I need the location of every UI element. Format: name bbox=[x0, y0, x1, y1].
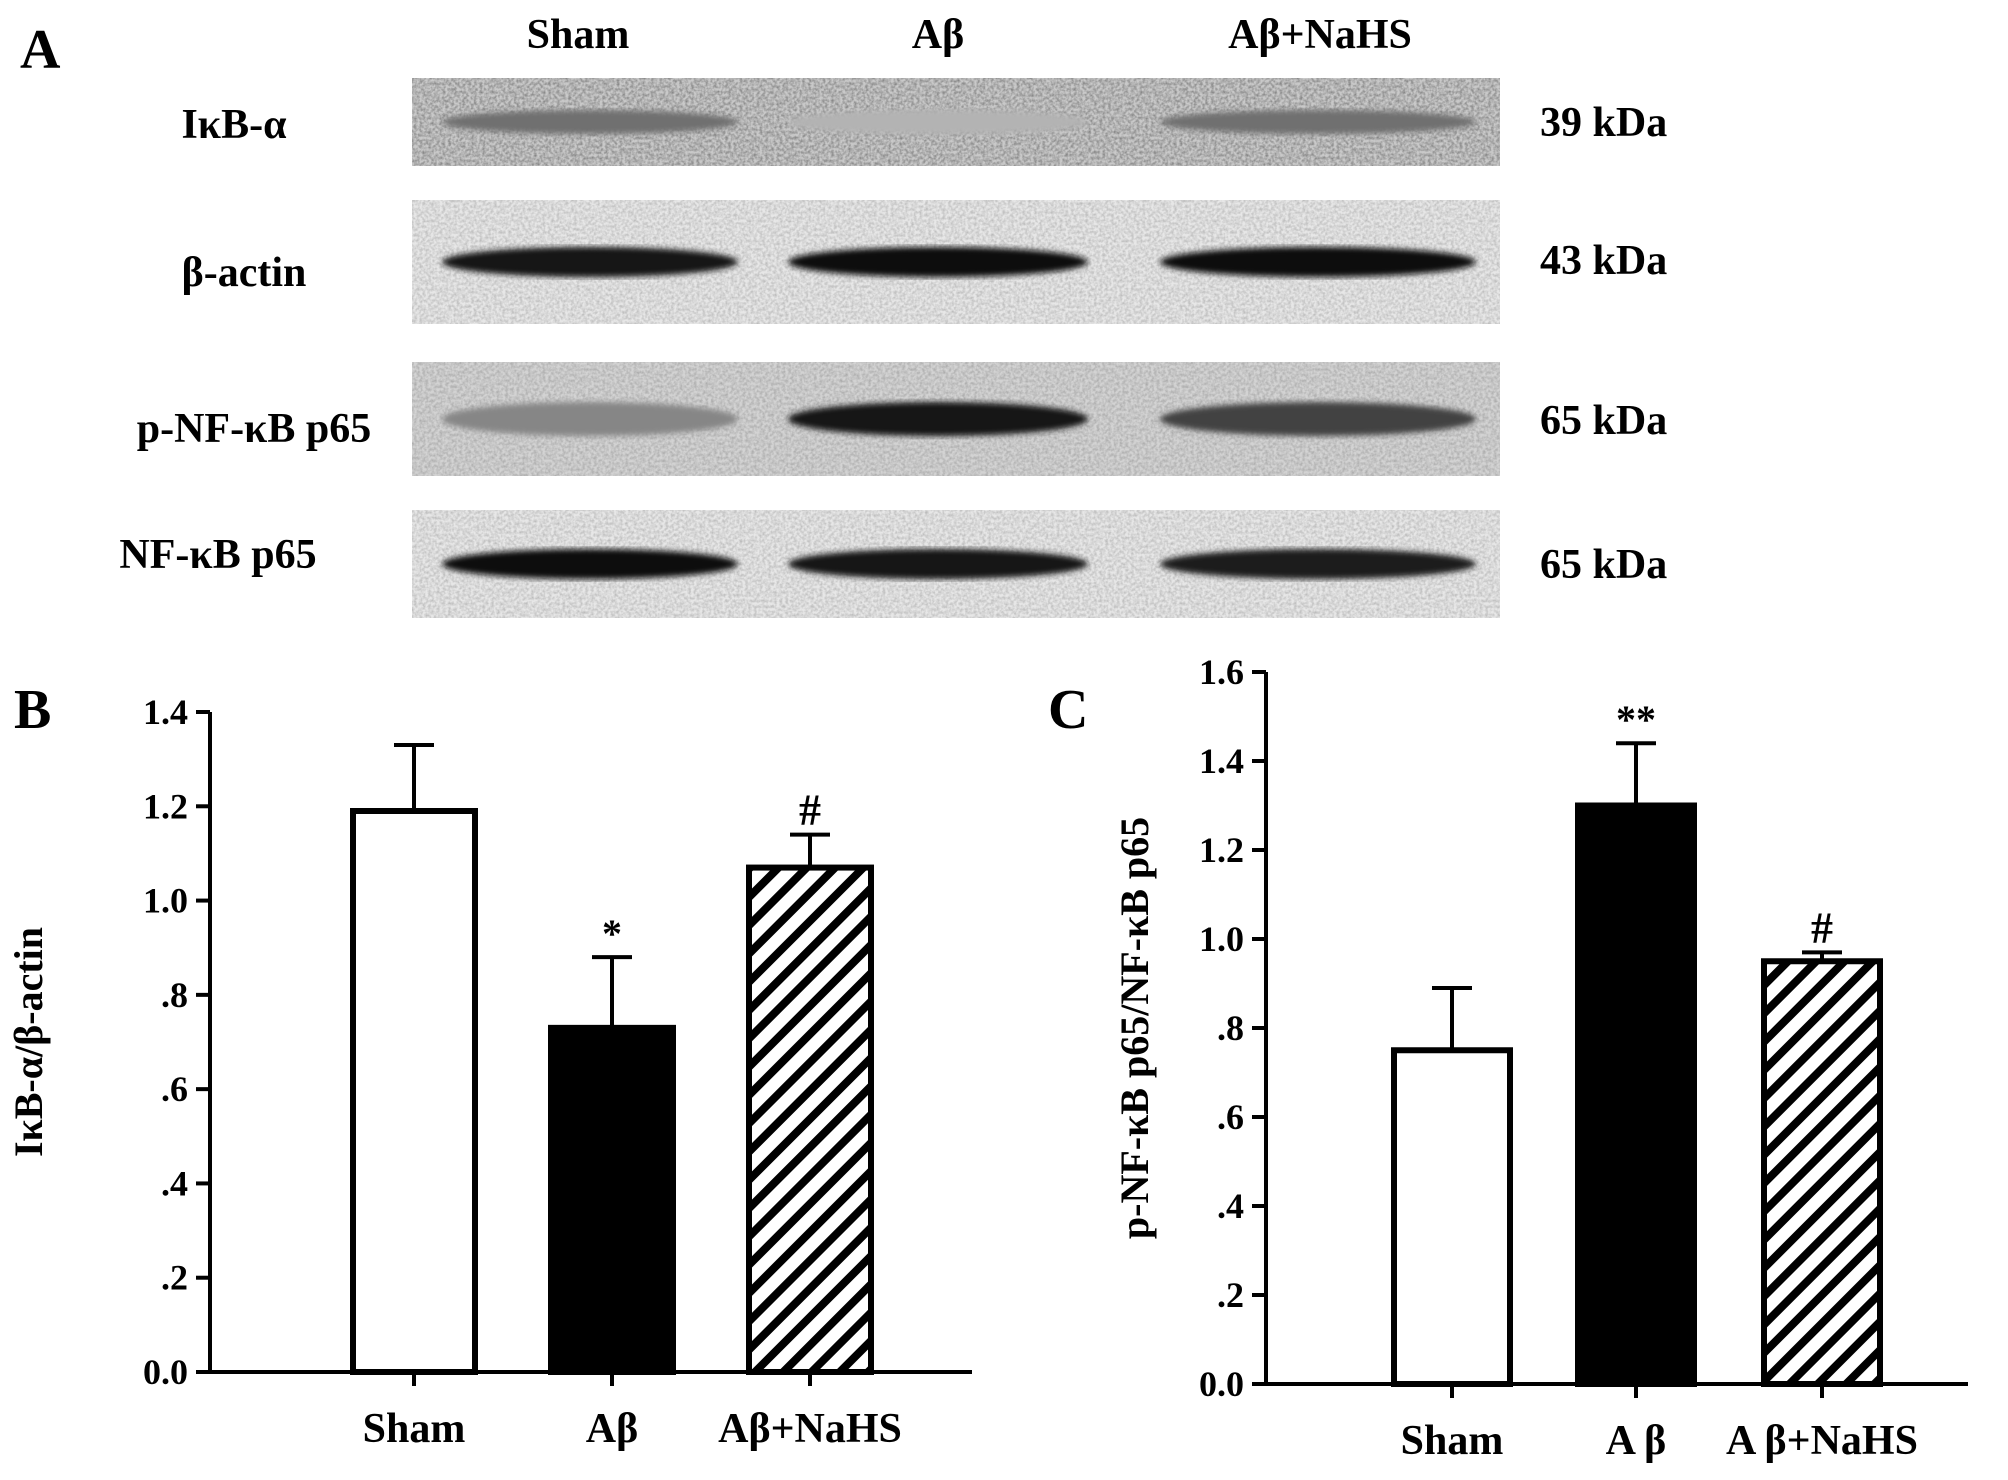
blot-mw-label: 65 kDa bbox=[1540, 398, 1667, 444]
x-tick-label: Sham bbox=[363, 1406, 466, 1452]
x-tick-label: Sham bbox=[1401, 1418, 1504, 1464]
y-tick-label: 1.4 bbox=[1199, 741, 1244, 781]
panel-a: A Sham Aβ Aβ+NaHS IκB-α 39 kDa β-actin 43 kDa… bbox=[20, 12, 1667, 618]
blot-band bbox=[1160, 402, 1476, 436]
panel-b-letter: B bbox=[14, 679, 51, 741]
y-tick-label: 1.2 bbox=[1199, 830, 1244, 870]
y-tick-label: .6 bbox=[1217, 1097, 1244, 1137]
blot-band bbox=[788, 110, 1088, 134]
y-tick-label: 1.6 bbox=[1199, 652, 1244, 692]
y-tick-label: 1.2 bbox=[143, 786, 188, 826]
y-tick-label: .8 bbox=[1217, 1008, 1244, 1048]
x-tick-label: Aβ+NaHS bbox=[718, 1406, 902, 1452]
blot-row: IκB-α 39 kDa bbox=[181, 78, 1667, 166]
blots: IκB-α 39 kDa β-actin 43 kDa p-NF-κB p65 65 kD… bbox=[119, 78, 1667, 618]
blot-mw-label: 39 kDa bbox=[1540, 100, 1667, 146]
x-tick-label: Aβ bbox=[586, 1406, 638, 1452]
y-tick-label: 1.0 bbox=[143, 881, 188, 921]
blot-band bbox=[442, 247, 738, 277]
lane-label: Aβ bbox=[912, 12, 964, 58]
blot-band bbox=[442, 402, 738, 436]
blot-mw-label: 43 kDa bbox=[1540, 238, 1667, 284]
blot-row: β-actin 43 kDa bbox=[182, 200, 1667, 324]
panel-c-chart: C 0.0 .2 .4 .6 .8 1.0 1.2 1.4 1.6 p-NF-κB p65/NF-… bbox=[1048, 652, 1968, 1464]
blot-band bbox=[1160, 247, 1476, 277]
significance-mark: ** bbox=[1616, 697, 1656, 742]
y-tick-label: .4 bbox=[161, 1163, 188, 1203]
bar bbox=[350, 808, 478, 1375]
blot-band bbox=[442, 110, 738, 134]
y-axis-label: IκB-α/β-actin bbox=[6, 927, 51, 1157]
y-tick-label: 0.0 bbox=[1199, 1364, 1244, 1404]
y-tick-label: .2 bbox=[161, 1258, 188, 1298]
bar bbox=[1761, 958, 1883, 1387]
y-tick-label: 0.0 bbox=[143, 1352, 188, 1392]
y-tick-label: .4 bbox=[1217, 1186, 1244, 1226]
blot-band bbox=[788, 402, 1088, 436]
y-axis-label: p-NF-κB p65/NF-κB p65 bbox=[1112, 817, 1157, 1239]
blot-label: NF-κB p65 bbox=[119, 532, 316, 578]
significance-mark: # bbox=[1811, 903, 1833, 952]
blot-band bbox=[1160, 110, 1476, 134]
lane-label: Sham bbox=[527, 12, 630, 58]
y-tick-label: .6 bbox=[161, 1069, 188, 1109]
panel-a-letter: A bbox=[20, 19, 61, 81]
y-tick-label: 1.4 bbox=[143, 692, 188, 732]
significance-mark: * bbox=[602, 911, 622, 956]
blot-mw-label: 65 kDa bbox=[1540, 542, 1667, 588]
blot-label: β-actin bbox=[182, 250, 307, 296]
lane-label: Aβ+NaHS bbox=[1228, 12, 1412, 58]
bar bbox=[1391, 1047, 1513, 1387]
blot-row: NF-κB p65 65 kDa bbox=[119, 510, 1667, 618]
blot-band bbox=[788, 549, 1088, 579]
bar bbox=[1575, 802, 1697, 1387]
y-tick-label: 1.0 bbox=[1199, 919, 1244, 959]
lane-labels: Sham Aβ Aβ+NaHS bbox=[527, 12, 1412, 58]
blot-band bbox=[1160, 549, 1476, 579]
panel-b-chart: B 0.0 .2 .4 .6 .8 1.0 1.2 1.4 IκB-α/β-actin Sham A… bbox=[6, 679, 972, 1452]
blot-row: p-NF-κB p65 65 kDa bbox=[137, 362, 1667, 476]
blot-band bbox=[788, 247, 1088, 277]
x-tick-label: A β bbox=[1606, 1418, 1667, 1464]
x-tick-label: A β+NaHS bbox=[1726, 1418, 1918, 1464]
significance-mark: # bbox=[799, 786, 821, 835]
blot-label: IκB-α bbox=[181, 102, 287, 148]
blot-label: p-NF-κB p65 bbox=[137, 406, 372, 452]
bar bbox=[548, 1024, 676, 1376]
y-tick-label: .2 bbox=[1217, 1275, 1244, 1315]
panel-c-letter: C bbox=[1048, 679, 1088, 741]
bar bbox=[746, 864, 874, 1375]
blot-band bbox=[442, 549, 738, 579]
y-tick-label: .8 bbox=[161, 975, 188, 1015]
